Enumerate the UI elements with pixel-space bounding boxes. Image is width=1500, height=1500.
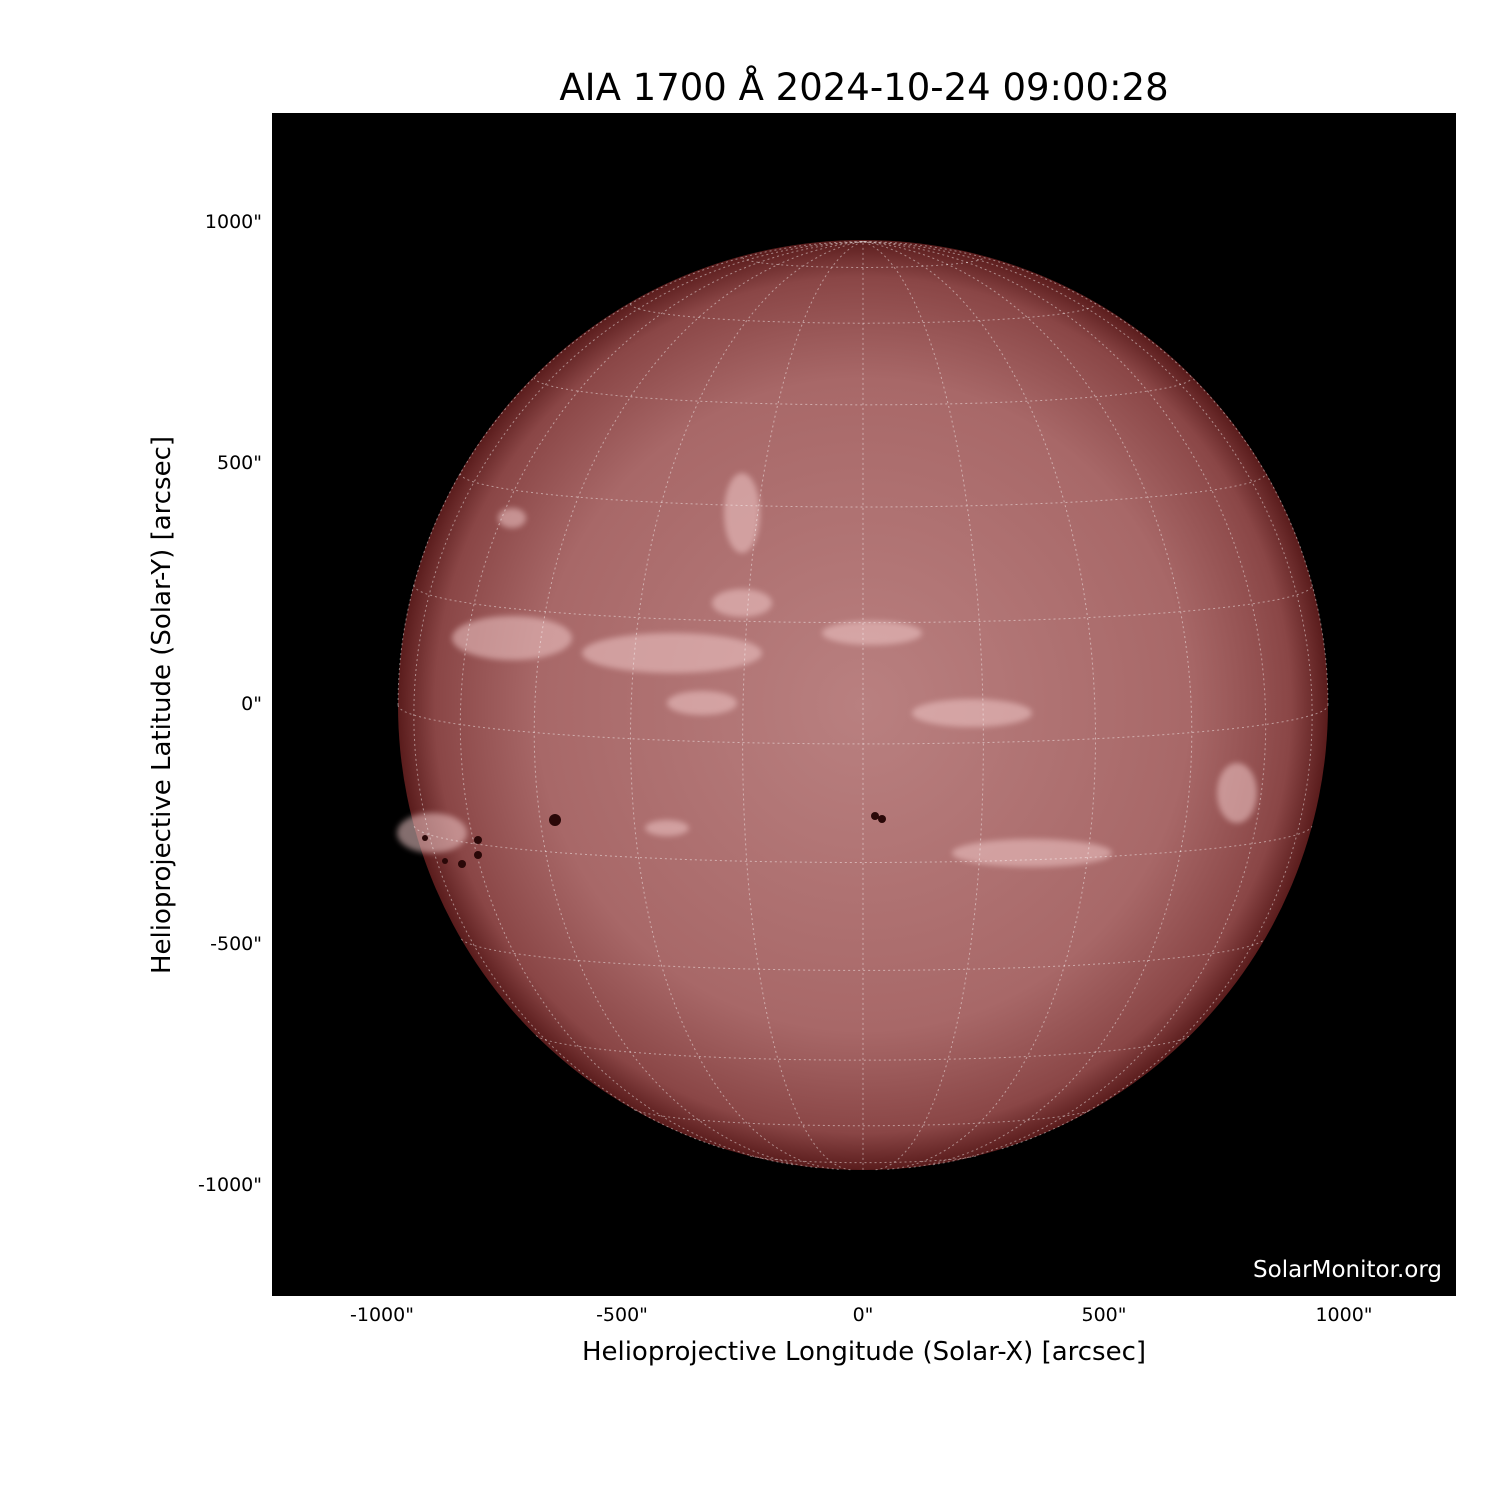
grid-line <box>862 241 1097 1170</box>
grid-line <box>862 241 1267 1166</box>
plage-patch <box>952 839 1112 867</box>
sunspots <box>422 812 886 868</box>
grid-line <box>397 704 1329 745</box>
plage-patch <box>912 699 1032 727</box>
plot-title: AIA 1700 Å 2024-10-24 09:00:28 <box>559 66 1169 109</box>
plage-patch <box>822 621 922 645</box>
sunspot <box>549 814 561 826</box>
plage-patch <box>712 589 772 617</box>
watermark: SolarMonitor.org <box>1253 1257 1442 1283</box>
grid-line <box>413 241 864 1150</box>
plage-patch <box>645 820 689 836</box>
grid-line <box>862 241 1313 1150</box>
grid-line <box>460 938 1266 971</box>
grid-line <box>629 241 864 1170</box>
y-tick-label: -500" <box>210 933 262 955</box>
plage-patch <box>667 691 737 715</box>
solar-disk <box>398 240 1328 1170</box>
plage-patch <box>397 813 467 853</box>
grid-line <box>862 241 1329 706</box>
grid-line <box>630 303 1096 324</box>
y-tick-label: 500" <box>216 452 262 474</box>
sunspot <box>474 836 482 844</box>
x-axis-label: Helioprojective Longitude (Solar-X) [arc… <box>581 1337 1147 1367</box>
grid-line <box>533 241 864 1169</box>
sunspot <box>871 812 879 820</box>
plage-patch <box>582 633 762 673</box>
coordinate-grid <box>397 241 1329 1171</box>
grid-line <box>633 1109 1093 1127</box>
plage-patch <box>1217 763 1257 823</box>
grid-line <box>535 1035 1191 1061</box>
sunspot <box>458 860 466 868</box>
x-tick-label: 0" <box>852 1304 874 1326</box>
y-axis-label: Helioprojective Latitude (Solar-Y) [arcs… <box>147 435 177 975</box>
sunspot <box>442 858 448 864</box>
grid-line <box>397 241 864 706</box>
plage-patch <box>498 508 526 528</box>
plage-patch <box>724 473 760 553</box>
sunspot <box>422 835 428 841</box>
x-tick-label: -1000" <box>350 1304 414 1326</box>
y-tick-label: 1000" <box>204 211 262 233</box>
plage-regions <box>397 473 1257 867</box>
plage-patch <box>452 616 572 660</box>
grid-line <box>459 473 1267 508</box>
x-tick-label: 1000" <box>1315 1304 1373 1326</box>
sunspot <box>878 815 886 823</box>
y-tick-label: -1000" <box>198 1174 262 1196</box>
y-tick-label: 0" <box>241 693 262 715</box>
x-tick-label: 500" <box>1081 1304 1127 1326</box>
grid-line <box>749 1155 977 1164</box>
grid-line <box>459 241 864 1166</box>
x-tick-label: -500" <box>596 1304 648 1326</box>
solar-image <box>272 113 1456 1296</box>
grid-line <box>862 241 1193 1169</box>
grid-line <box>742 257 984 268</box>
sunspot <box>474 851 482 859</box>
